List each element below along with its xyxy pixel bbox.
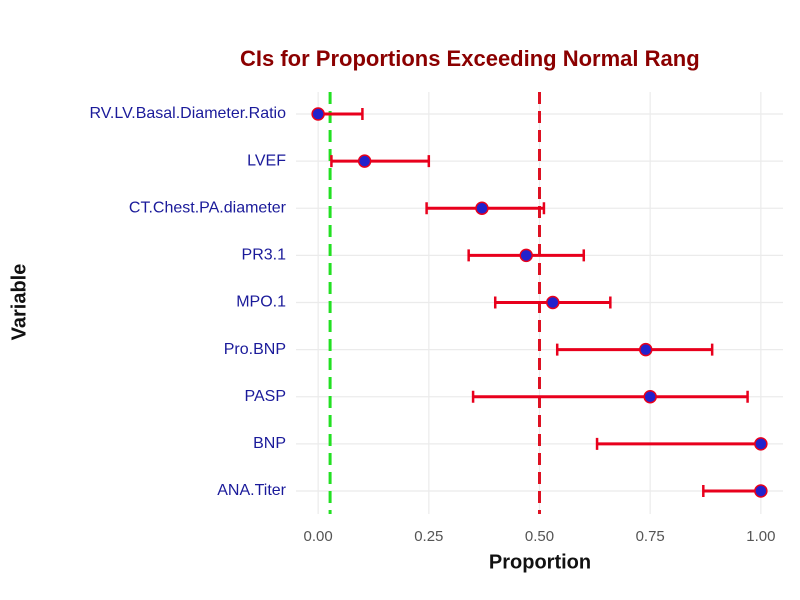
x-axis-label: Proportion xyxy=(489,551,591,573)
y-tick-label: RV.LV.Basal.Diameter.Ratio xyxy=(89,105,286,122)
y-tick-label: ANA.Titer xyxy=(217,482,286,499)
point xyxy=(311,107,325,121)
y-tick-label: MPO.1 xyxy=(236,294,286,311)
point xyxy=(546,295,560,310)
point xyxy=(643,390,657,404)
point xyxy=(754,437,768,451)
point xyxy=(475,201,489,215)
x-tick-label: 1.00 xyxy=(746,528,775,545)
point xyxy=(639,342,653,357)
y-tick-label: CT.Chest.PA.diameter xyxy=(129,199,287,216)
x-tick-label: 0.25 xyxy=(414,528,443,545)
chart-title: CIs for Proportions Exceeding Normal Ran… xyxy=(240,46,700,71)
y-tick-label: Pro.BNP xyxy=(224,341,286,358)
x-tick-label: 0.00 xyxy=(304,528,333,545)
y-tick-label: PR3.1 xyxy=(242,247,287,264)
y-axis-label: Variable xyxy=(8,264,30,341)
y-tick-label: BNP xyxy=(253,435,286,452)
x-tick-label: 0.75 xyxy=(636,528,665,545)
point xyxy=(519,248,533,263)
point xyxy=(754,484,768,498)
x-tick-label: 0.50 xyxy=(525,528,554,545)
y-tick-label: PASP xyxy=(245,388,287,405)
y-tick-label: LVEF xyxy=(247,152,286,169)
point xyxy=(357,154,372,168)
